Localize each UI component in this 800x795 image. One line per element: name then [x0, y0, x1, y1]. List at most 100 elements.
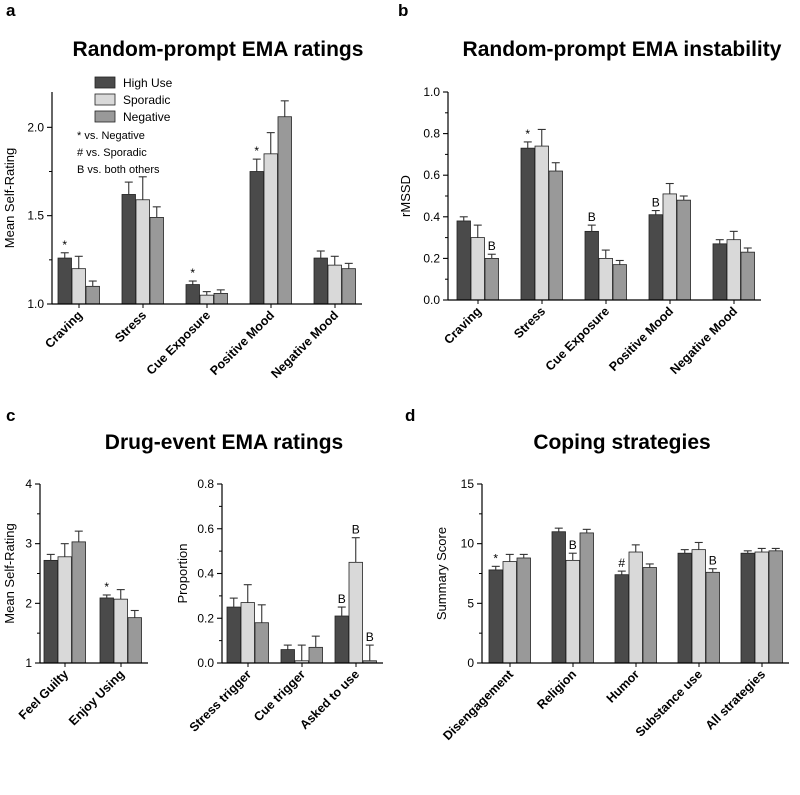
chart-b: B * B B 0.0 0.2 0.4 0.6 0.8 1.0 rMSSD Craving Stress…: [398, 85, 761, 377]
bar-b-cue-exposure-high-use: [584, 230, 599, 301]
ytick-label-c-1: 2: [25, 596, 32, 610]
legend-swatch-sporadic: [94, 93, 116, 106]
category-label-b-1: Stress: [511, 304, 548, 341]
bar-d-disengagement-high-use: [488, 569, 503, 664]
bar-c2-stress-trigger-negative: [254, 622, 269, 664]
title-panel-a: Random-prompt EMA ratings: [73, 38, 364, 61]
title-panel-b: Random-prompt EMA instability: [463, 38, 782, 61]
bar-a-craving-high-use: [57, 257, 72, 305]
ytick-label-a-2: 2.0: [27, 120, 44, 134]
chart-a: * * * 1.0 1.5 2.0 Mean Self-Rating Craving Stres…: [2, 92, 362, 381]
significance-marker-d-1: B: [569, 538, 577, 552]
ytick-label-b-0: 0.0: [423, 293, 440, 307]
bar-a-craving-negative: [85, 285, 100, 305]
ylabel-d: Summary Score: [434, 527, 449, 620]
ytick-label-a-0: 1.0: [27, 297, 44, 311]
category-label-d-0: Disengagement: [440, 667, 516, 743]
bar-a-stress-high-use: [121, 194, 136, 305]
bar-c-enjoy-using-sporadic: [113, 598, 128, 664]
bar-b-stress-high-use: [520, 147, 535, 301]
bar-a-positive-mood-high-use: [249, 171, 264, 305]
bar-c2-stress-trigger-high-use: [226, 606, 241, 664]
category-label-b-4: Negative Mood: [667, 304, 740, 377]
legend: High Use Sporadic Negative: [94, 76, 173, 124]
ytick-label-d-3: 15: [461, 477, 475, 491]
significance-marker-d-2: #: [618, 556, 625, 570]
significance-marker-b-3: B: [652, 196, 660, 210]
ytick-label-c-3: 4: [25, 477, 32, 491]
chart-d: * B # B 0 5 10 15 Summary Score Disengagement Reli…: [434, 477, 789, 743]
bar-d-religion-negative: [579, 532, 594, 664]
category-label-d-2: Humor: [604, 667, 642, 705]
significance-marker-b-2: B: [588, 210, 596, 224]
category-label-d-4: All strategies: [703, 667, 768, 732]
bar-c2-asked-to-use-high-use: [334, 615, 349, 664]
ytick-label-a-1: 1.5: [27, 209, 44, 223]
title-panel-d: Coping strategies: [533, 431, 710, 454]
category-label-c-1: Enjoy Using: [66, 667, 127, 728]
bar-d-religion-sporadic: [565, 559, 580, 664]
ytick-label-c-2: 3: [25, 537, 32, 551]
category-label-c-0: Feel Guilty: [16, 667, 71, 722]
panel-letter-a: a: [6, 1, 16, 20]
bar-d-disengagement-negative: [516, 557, 531, 664]
bar-c-enjoy-using-high-use: [99, 597, 114, 664]
bar-d-religion-high-use: [551, 531, 566, 664]
bar-c2-cue-trigger-high-use: [280, 649, 295, 664]
significance-marker-d-0: *: [493, 551, 498, 565]
bar-d-all-strategies-negative: [768, 550, 783, 664]
ytick-label-b-4: 0.8: [423, 127, 440, 141]
bar-b-positive-mood-high-use: [648, 214, 663, 301]
category-label-c2-1: Cue trigger: [251, 667, 308, 724]
bar-b-cue-exposure-negative: [612, 264, 627, 301]
bar-d-humor-negative: [642, 567, 657, 664]
bar-b-stress-negative: [548, 170, 563, 301]
bar-b-cue-exposure-sporadic: [598, 257, 613, 301]
ytick-label-d-0: 0: [467, 656, 474, 670]
bar-d-substance-use-high-use: [677, 552, 692, 664]
ytick-label-b-2: 0.4: [423, 210, 440, 224]
significance-marker-b-1: *: [525, 127, 530, 141]
bar-c-enjoy-using-negative: [127, 617, 142, 664]
legend-swatch-negative: [94, 110, 116, 123]
bar-c-feel-guilty-negative: [71, 541, 86, 664]
ytick-label-b-3: 0.6: [423, 168, 440, 182]
ytick-label-c2-4: 0.8: [197, 477, 214, 491]
ytick-label-d-2: 10: [461, 537, 475, 551]
bar-b-craving-sporadic: [470, 237, 485, 301]
bar-b-positive-mood-sporadic: [662, 193, 677, 301]
category-label-a-2: Cue Exposure: [144, 308, 213, 377]
key-line-hash: # vs. Sporadic: [77, 147, 147, 159]
significance-marker-c2-1: B: [352, 523, 360, 537]
ytick-label-c2-3: 0.6: [197, 522, 214, 536]
legend-label-high-use: High Use: [123, 76, 173, 90]
legend-label-negative: Negative: [123, 110, 171, 124]
ytick-label-c2-0: 0.0: [197, 656, 214, 670]
ytick-label-b-5: 1.0: [423, 85, 440, 99]
significance-marker-d-3: B: [709, 554, 717, 568]
bar-a-positive-mood-sporadic: [263, 153, 278, 305]
ytick-label-c2-2: 0.4: [197, 567, 214, 581]
key-line-star: * vs. Negative: [77, 130, 145, 142]
bar-c2-asked-to-use-sporadic: [348, 561, 363, 664]
significance-marker-a-2: *: [254, 144, 259, 158]
bar-d-substance-use-negative: [705, 571, 720, 664]
bar-b-negative-mood-negative: [740, 251, 755, 301]
significance-marker-b-0: B: [488, 239, 496, 253]
panel-letter-b: b: [398, 1, 408, 20]
legend-swatch-high-use: [94, 76, 116, 89]
bar-a-negative-mood-sporadic: [327, 264, 342, 305]
bar-d-all-strategies-high-use: [740, 552, 755, 664]
bar-b-negative-mood-high-use: [712, 243, 727, 301]
ylabel-c: Mean Self-Rating: [2, 523, 17, 623]
category-label-b-3: Positive Mood: [606, 304, 676, 374]
category-label-c2-0: Stress trigger: [187, 667, 254, 734]
bar-c-feel-guilty-sporadic: [57, 556, 72, 664]
bar-a-cue-exposure-negative: [213, 292, 228, 305]
bar-c-feel-guilty-high-use: [43, 559, 58, 664]
ytick-label-c-0: 1: [25, 656, 32, 670]
significance-marker-a-0: *: [62, 238, 67, 252]
bar-b-stress-sporadic: [534, 145, 549, 301]
